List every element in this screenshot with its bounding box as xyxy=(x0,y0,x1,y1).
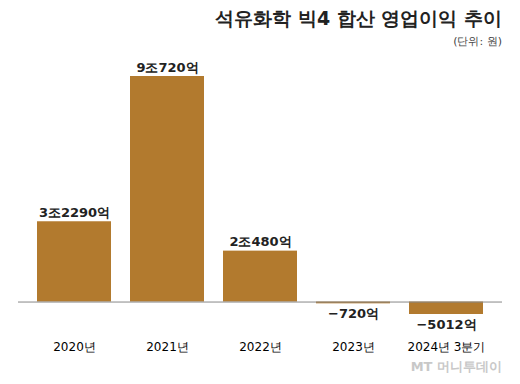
html-text:석유화학 빅4 합산 영업이익 추이: 석유화학 빅4 합산 영업이익 추이 xyxy=(215,7,502,29)
svg-text:3조2290억: 3조2290억 xyxy=(39,205,110,220)
svg-text:2020년: 2020년 xyxy=(53,340,96,354)
html-text:(단위: 원): (단위: 원) xyxy=(453,35,502,48)
svg-text:2021년: 2021년 xyxy=(146,340,189,354)
svg-text:2023년: 2023년 xyxy=(332,340,375,354)
svg-text:2022년: 2022년 xyxy=(239,340,282,354)
html-text:MT 머니투데이: MT 머니투데이 xyxy=(410,359,502,374)
svg-text:9조720억: 9조720억 xyxy=(136,60,198,75)
svg-text:−720억: −720억 xyxy=(328,306,379,321)
svg-text:2024년 3분기: 2024년 3분기 xyxy=(408,340,486,354)
svg-text:−5012억: −5012억 xyxy=(416,317,476,332)
svg-text:2조480억: 2조480억 xyxy=(229,234,291,249)
